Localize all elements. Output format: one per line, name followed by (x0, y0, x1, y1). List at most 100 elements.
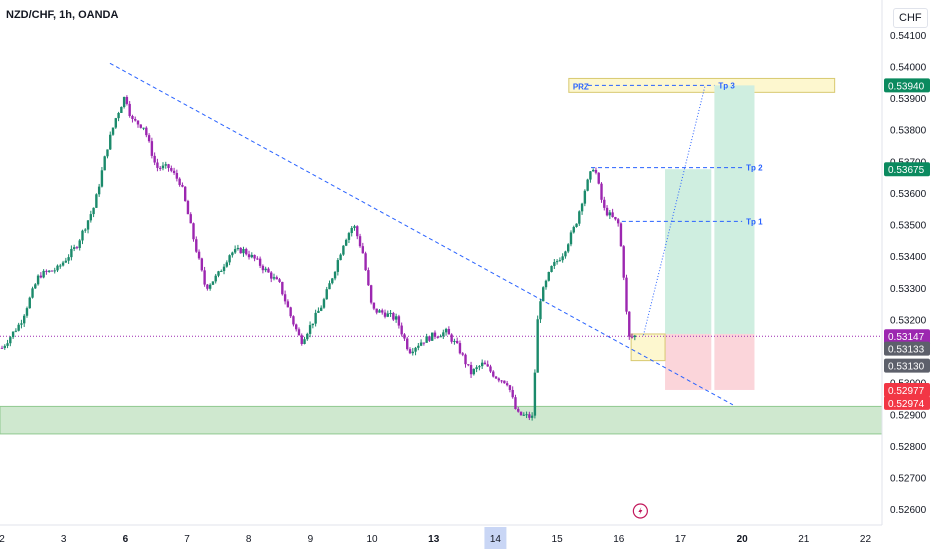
candle-body (20, 323, 23, 325)
candle-body (480, 362, 484, 367)
time-tick-label: 10 (367, 534, 379, 545)
candle-body (203, 270, 206, 285)
candle-body (564, 251, 567, 257)
entry-price-tag: 0.53133 (888, 345, 925, 356)
candle-body (308, 325, 312, 334)
candle-body (131, 116, 134, 119)
candle-body (580, 203, 584, 212)
candle-body (125, 96, 129, 104)
entry2-price-tag-bg (884, 358, 930, 373)
candle-body (117, 112, 120, 119)
candle-body (175, 172, 179, 179)
candle-body (528, 414, 531, 418)
time-tick-label: 22 (860, 534, 872, 545)
candle-body (72, 247, 76, 249)
trend-line (109, 62, 734, 406)
candle-body (75, 247, 79, 249)
candle-body (578, 211, 581, 224)
candle-body (525, 414, 528, 416)
candle-body (120, 107, 123, 113)
time-axis: 2 3 6 7 8 9 10 13 14 15 16 17 20 21 22 (0, 524, 882, 549)
time-tick-label: 9 (308, 534, 314, 545)
candle-body (142, 127, 145, 129)
candle-body (306, 333, 309, 340)
candle-body (245, 249, 248, 255)
candle-body (403, 334, 406, 339)
symbol-title[interactable]: NZD/CHF, 1h, OANDA (6, 9, 119, 21)
price-tick-label: 0.53200 (890, 315, 927, 326)
candle-body (614, 216, 617, 220)
candle-body (170, 168, 173, 171)
candle-body (217, 271, 220, 276)
currency-button[interactable]: CHF (893, 8, 928, 28)
candle-body (536, 319, 539, 373)
candles (0, 95, 637, 421)
candle-body (467, 364, 470, 366)
tp2-price-tag-bg (884, 162, 930, 177)
candle-body (214, 275, 217, 282)
price-tick-label: 0.53900 (890, 94, 927, 105)
candle-body (547, 271, 550, 281)
candle-body (172, 170, 176, 173)
time-tick-label: 16 (613, 534, 625, 545)
candle-body (550, 265, 553, 272)
candle-body (233, 249, 237, 253)
price-axis: 0.541000.540000.539000.538000.537000.536… (881, 0, 932, 550)
candle-body (122, 96, 126, 108)
candle-body (630, 336, 634, 338)
candle-body (344, 239, 348, 246)
candle-body (589, 171, 592, 180)
time-tick-label: 13 (428, 534, 440, 545)
candle-body (464, 354, 467, 365)
candle-body (353, 226, 356, 228)
stop2-price-tag-bg (884, 395, 930, 410)
time-tick-label: 21 (798, 534, 810, 545)
candle-body (364, 253, 367, 271)
candle-body (314, 312, 317, 324)
stop-zone (714, 333, 755, 390)
candle-body (292, 316, 295, 325)
candle-body (453, 340, 456, 342)
candle-body (530, 415, 534, 418)
candle-body (489, 366, 492, 372)
candle-body (503, 380, 506, 384)
candle-body (591, 169, 595, 172)
candle-body (419, 342, 423, 346)
candle-body (425, 336, 428, 343)
candle-body (297, 329, 301, 336)
tp3-price-tag: 0.53940 (888, 81, 925, 92)
candle-body (414, 347, 417, 352)
candle-body (211, 281, 215, 285)
candle-body (114, 118, 117, 128)
tp3-label: Tp 3 (718, 81, 735, 90)
candle-body (347, 233, 351, 240)
candle-body (70, 248, 73, 258)
candle-body (555, 261, 559, 263)
candle-body (461, 353, 464, 355)
candle-body (28, 297, 31, 309)
candle-body (439, 336, 442, 338)
candle-body (195, 239, 198, 252)
current-price-tag: 0.53147 (888, 332, 925, 343)
lightning-icon-glyph (638, 507, 643, 515)
candle-body (583, 190, 587, 204)
candle-body (3, 345, 6, 348)
candle-body (286, 301, 290, 308)
candle-body (483, 362, 487, 365)
candle-body (59, 265, 62, 267)
candle-body (247, 254, 251, 258)
candle-body (153, 155, 156, 163)
candle-body (159, 167, 162, 169)
candle-body (369, 285, 373, 303)
candle-body (492, 371, 495, 377)
stop2-price-tag: 0.52974 (888, 399, 925, 410)
candle-body (17, 324, 20, 331)
price-tick-label: 0.52700 (890, 474, 927, 485)
candle-body (458, 343, 462, 354)
candle-body (386, 313, 389, 317)
candle-body (408, 349, 412, 354)
candle-body (616, 219, 620, 224)
candle-body (450, 334, 453, 342)
candle-body (267, 268, 270, 273)
